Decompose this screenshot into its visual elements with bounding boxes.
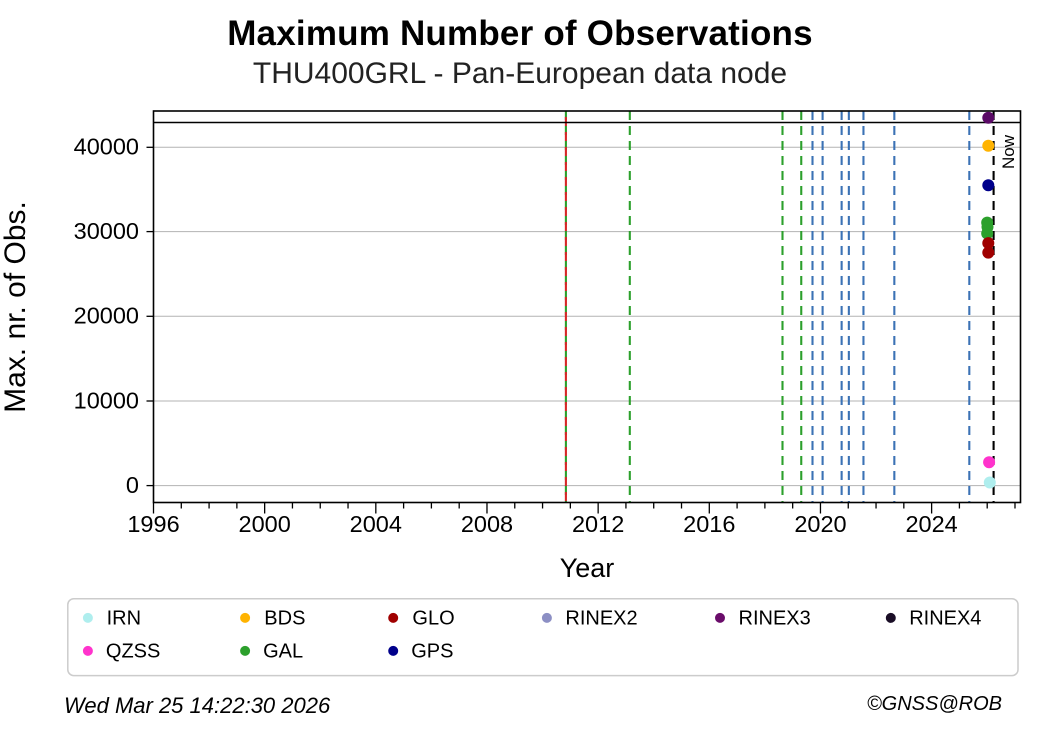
svg-text:2000: 2000 — [239, 511, 291, 537]
svg-text:0: 0 — [126, 472, 139, 498]
svg-text:2008: 2008 — [461, 511, 513, 537]
svg-text:RINEX2: RINEX2 — [565, 607, 637, 629]
svg-text:2004: 2004 — [350, 511, 402, 537]
svg-text:BDS: BDS — [264, 607, 305, 629]
svg-text:2016: 2016 — [683, 511, 735, 537]
svg-text:30000: 30000 — [74, 218, 139, 244]
svg-text:2024: 2024 — [905, 511, 957, 537]
svg-text:GLO: GLO — [412, 607, 454, 629]
svg-text:10000: 10000 — [74, 387, 139, 413]
svg-text:2012: 2012 — [572, 511, 624, 537]
svg-text:QZSS: QZSS — [106, 640, 160, 662]
svg-text:2020: 2020 — [794, 511, 846, 537]
svg-text:Now: Now — [999, 134, 1018, 169]
svg-text:RINEX4: RINEX4 — [909, 607, 981, 629]
svg-text:1996: 1996 — [127, 511, 179, 537]
svg-text:IRN: IRN — [107, 607, 141, 629]
svg-text:20000: 20000 — [74, 303, 139, 329]
svg-text:RINEX3: RINEX3 — [739, 607, 811, 629]
svg-text:GPS: GPS — [411, 640, 453, 662]
svg-text:40000: 40000 — [74, 134, 139, 160]
svg-text:GAL: GAL — [263, 640, 303, 662]
